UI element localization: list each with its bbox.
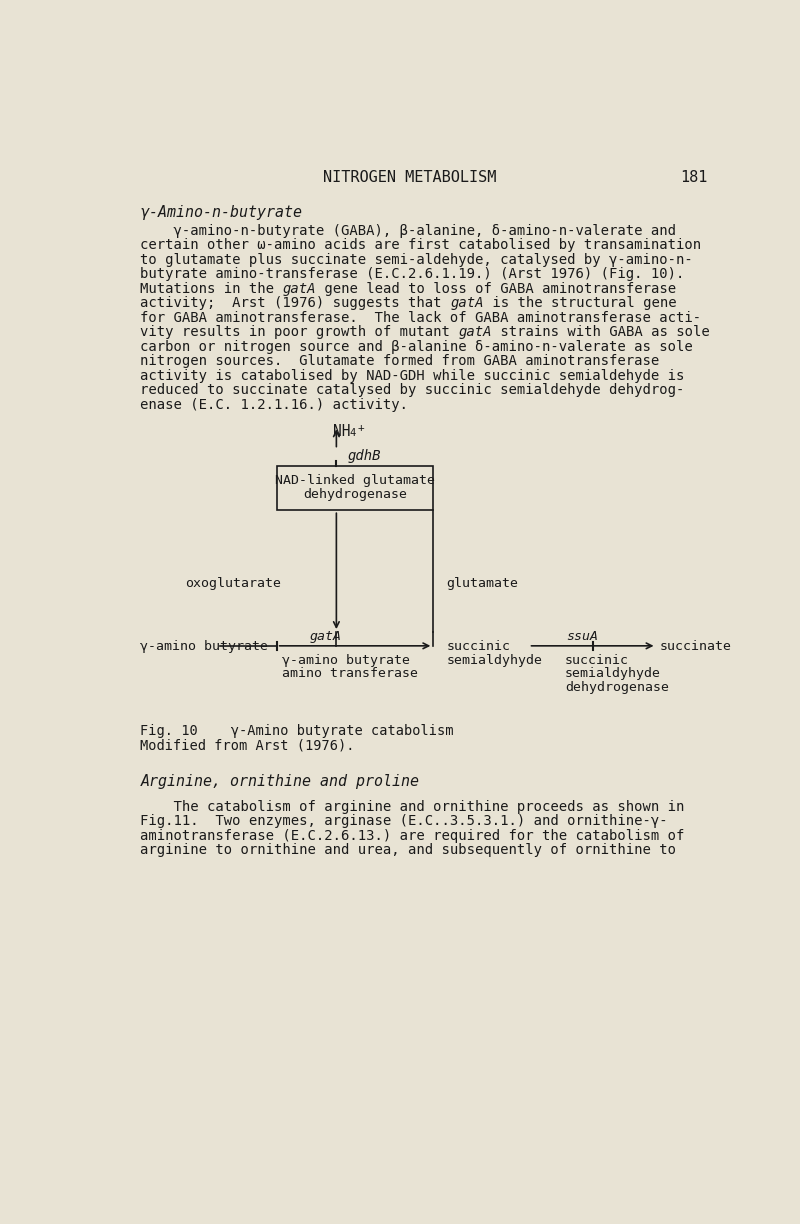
Text: dehydrogenase: dehydrogenase (303, 488, 407, 501)
Text: γ-amino-n-butyrate (GABA), β-alanine, δ-amino-n-valerate and: γ-amino-n-butyrate (GABA), β-alanine, δ-… (140, 224, 676, 237)
Text: 181: 181 (680, 170, 707, 185)
Text: for GABA aminotransferase.  The lack of GABA aminotransferase acti-: for GABA aminotransferase. The lack of G… (140, 311, 702, 324)
Text: semialdyhyde: semialdyhyde (446, 654, 542, 667)
Text: enase (E.C. 1.2.1.16.) activity.: enase (E.C. 1.2.1.16.) activity. (140, 398, 408, 411)
Text: Mutations in the: Mutations in the (140, 282, 282, 296)
Text: dehydrogenase: dehydrogenase (565, 682, 669, 694)
Text: activity;  Arst (1976) suggests that: activity; Arst (1976) suggests that (140, 296, 450, 310)
Text: reduced to succinate catalysed by succinic semialdehyde dehydrog-: reduced to succinate catalysed by succin… (140, 383, 685, 397)
Text: aminotransferase (E.C.2.6.13.) are required for the catabolism of: aminotransferase (E.C.2.6.13.) are requi… (140, 829, 685, 843)
Text: strains with GABA as sole: strains with GABA as sole (492, 326, 710, 339)
Text: +: + (358, 422, 364, 432)
Text: amino transferase: amino transferase (282, 667, 418, 681)
Text: gdhB: gdhB (348, 449, 382, 464)
Text: gene lead to loss of GABA aminotransferase: gene lead to loss of GABA aminotransfera… (316, 282, 676, 296)
Text: γ-amino butyrate: γ-amino butyrate (140, 640, 268, 652)
Bar (277, 466, 434, 510)
Text: semialdyhyde: semialdyhyde (565, 667, 661, 681)
Text: succinate: succinate (659, 640, 731, 652)
Text: arginine to ornithine and urea, and subsequently of ornithine to: arginine to ornithine and urea, and subs… (140, 843, 676, 857)
Text: nitrogen sources.  Glutamate formed from GABA aminotransferase: nitrogen sources. Glutamate formed from … (140, 354, 659, 368)
Text: NAD-linked glutamate: NAD-linked glutamate (275, 474, 435, 487)
Text: certain other ω-amino acids are first catabolised by transamination: certain other ω-amino acids are first ca… (140, 239, 702, 252)
Text: succinic: succinic (565, 654, 629, 667)
Text: vity results in poor growth of mutant: vity results in poor growth of mutant (140, 326, 458, 339)
Text: to glutamate plus succinate semi-aldehyde, catalysed by γ-amino-n-: to glutamate plus succinate semi-aldehyd… (140, 253, 693, 267)
Text: butyrate amino-transferase (E.C.2.6.1.19.) (Arst 1976) (Fig. 10).: butyrate amino-transferase (E.C.2.6.1.19… (140, 267, 685, 282)
Text: 4: 4 (350, 428, 356, 438)
Text: glutamate: glutamate (446, 577, 518, 590)
Text: The catabolism of arginine and ornithine proceeds as shown in: The catabolism of arginine and ornithine… (140, 799, 685, 814)
Text: is the structural gene: is the structural gene (484, 296, 676, 310)
Text: Arginine, ornithine and proline: Arginine, ornithine and proline (140, 775, 419, 789)
Text: NH: NH (333, 424, 350, 439)
Text: succinic: succinic (446, 640, 510, 652)
Text: Fig.11.  Two enzymes, arginase (E.C..3.5.3.1.) and ornithine-γ-: Fig.11. Two enzymes, arginase (E.C..3.5.… (140, 814, 668, 829)
Text: activity is catabolised by NAD-GDH while succinic semialdehyde is: activity is catabolised by NAD-GDH while… (140, 368, 685, 383)
Text: Modified from Arst (1976).: Modified from Arst (1976). (140, 739, 355, 753)
Text: gatA: gatA (450, 296, 484, 310)
Text: Fig. 10    γ-Amino butyrate catabolism: Fig. 10 γ-Amino butyrate catabolism (140, 725, 454, 738)
Text: gatA: gatA (458, 326, 492, 339)
Text: carbon or nitrogen source and β-alanine δ-amino-n-valerate as sole: carbon or nitrogen source and β-alanine … (140, 340, 693, 354)
Text: ssuA: ssuA (566, 630, 598, 644)
Text: γ-Amino-n-butyrate: γ-Amino-n-butyrate (140, 204, 302, 219)
Text: gatA: gatA (310, 630, 342, 644)
Text: oxoglutarate: oxoglutarate (186, 577, 282, 590)
Text: NITROGEN METABOLISM: NITROGEN METABOLISM (323, 170, 497, 185)
Text: γ-amino butyrate: γ-amino butyrate (282, 654, 410, 667)
Text: gatA: gatA (282, 282, 316, 296)
